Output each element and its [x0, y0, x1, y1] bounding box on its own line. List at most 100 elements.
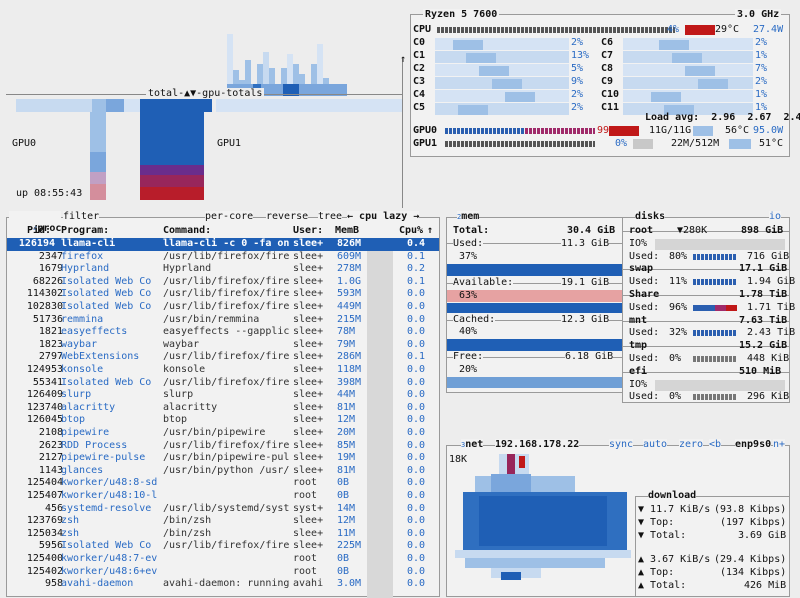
net-sync[interactable]: sync — [609, 439, 634, 451]
net-title[interactable]: net — [465, 439, 484, 450]
download-top: (197 Kibps) — [720, 517, 787, 528]
proc-row[interactable]: 5956 Isolated Web Co/usr/lib/firefox/fire… — [7, 540, 447, 553]
proc-row[interactable]: 125404 kworker/u48:8-sd root 0B 0.0 — [7, 477, 447, 490]
net-next-iface[interactable]: n+ — [773, 439, 786, 451]
proc-row[interactable]: 68226 Isolated Web Co/usr/lib/firefox/fir… — [7, 276, 447, 289]
proc-mem: 3.0M — [337, 578, 362, 590]
proc-row[interactable]: 55341 Isolated Web Co/usr/lib/firefox/fir… — [7, 377, 447, 390]
proc-title[interactable]: proc — [37, 223, 62, 234]
disk-io-graph — [655, 238, 785, 250]
proc-row[interactable]: 114302 Isolated Web Co/usr/lib/firefox/fi… — [7, 288, 447, 301]
proc-per-core[interactable]: per-core — [205, 211, 254, 223]
proc-row[interactable]: 2127 pipewire-pulse/usr/bin/pipewire-pul s… — [7, 452, 447, 465]
proc-panel: 4proc filter per-core reverse tree ← cpu… — [6, 211, 440, 598]
net-auto[interactable]: auto — [643, 439, 668, 451]
proc-user: slee+ — [293, 452, 324, 464]
proc-pid: 124953 — [26, 364, 63, 375]
mem-used-pct: 37% — [459, 251, 478, 262]
proc-row[interactable]: 125034 zsh/bin/zsh slee+ 11M 0.0 — [7, 528, 447, 541]
net-hotkey: 3 — [461, 441, 466, 449]
core-graph-fill — [651, 92, 681, 102]
disks-io-toggle[interactable]: io — [769, 211, 782, 223]
mem-avail: 19.1 GiB — [561, 277, 610, 289]
proc-row[interactable]: 958 avahi-daemon avahi-daemon: running avah… — [7, 578, 447, 591]
proc-row[interactable]: 1679 Hyprland Hyprland slee+ 278M 0.2 — [7, 263, 447, 276]
proc-row[interactable]: 1143 glances/usr/bin/python /usr/slee+ 81M… — [7, 465, 447, 478]
proc-row[interactable]: 124953 konsole konsole slee+ 118M 0.0 — [7, 364, 447, 377]
proc-cmd: /usr/lib/systemd/syst — [163, 502, 290, 514]
cpu-model: Ryzen 5 7600 — [423, 9, 500, 21]
proc-row[interactable]: 2347 firefox/usr/lib/firefox/fire slee+ 609… — [7, 251, 447, 264]
proc-cpu: 0.0 — [407, 376, 426, 388]
upload-rate-bits: (29.4 Kibps) — [714, 554, 787, 565]
proc-reverse[interactable]: reverse — [266, 211, 309, 223]
core-pct: 13% — [571, 50, 590, 61]
core-name: C4 — [413, 89, 426, 100]
proc-prog: Isolated Web Co — [61, 376, 152, 388]
proc-row[interactable]: 123740 alacritty alacritty slee+ 81M 0.0 — [7, 402, 447, 415]
proc-pid: 126045 — [26, 414, 63, 426]
net-zero[interactable]: zero — [679, 439, 704, 451]
sort-left-arrow[interactable]: ← — [347, 211, 360, 222]
disk-used-label: Used: — [629, 276, 660, 288]
proc-cpu: 0.0 — [407, 490, 426, 501]
disk-used: 1.94 GiB — [747, 276, 796, 288]
proc-pid: 125407 — [26, 490, 63, 501]
header-user[interactable]: User: — [293, 225, 324, 236]
proc-mem: 81M — [337, 464, 356, 476]
core-graph — [435, 103, 569, 115]
core-name: C6 — [601, 37, 614, 48]
core-graph-fill — [664, 105, 694, 115]
proc-row[interactable]: 2108 pipewire/usr/bin/pipewire slee+ 20M 0.0 — [7, 427, 447, 440]
header-command[interactable]: Command: — [163, 225, 212, 236]
mem-title[interactable]: mem — [461, 211, 480, 222]
proc-row[interactable]: 1821 easyeffects easyeffects --gapplic slee… — [7, 326, 447, 339]
header-pid[interactable]: Pid: — [27, 225, 52, 236]
disk-used-label: Used: — [629, 301, 660, 313]
gpu-totals-title[interactable]: total-▲▼-gpu-totals — [146, 88, 265, 100]
core-pct: 5% — [571, 63, 584, 74]
proc-sort[interactable]: cpu lazy — [359, 211, 408, 222]
disk-size: 7.63 TiB — [739, 314, 788, 326]
header-program[interactable]: Program: — [61, 225, 110, 236]
proc-mem: 118M — [337, 364, 362, 375]
proc-row[interactable]: 2797 WebExtensions/usr/lib/firefox/fire sl… — [7, 351, 447, 364]
proc-row[interactable]: 126045 btop btop slee+ 12M 0.0 — [7, 414, 447, 427]
proc-cpu: 0.0 — [407, 565, 426, 577]
core-pct: 2% — [755, 76, 768, 87]
disk-used-label: Used: — [629, 327, 660, 339]
proc-filter[interactable]: filter — [63, 211, 100, 223]
proc-row[interactable]: 123769 zsh/bin/zsh slee+ 12M 0.0 — [7, 515, 447, 528]
proc-mem: 79M — [337, 338, 356, 350]
proc-user: slee+ — [293, 414, 324, 426]
proc-row[interactable]: 126194 llama-cli llama-cli -c 0 -fa on slee… — [7, 238, 439, 251]
proc-row[interactable]: 102830 Isolated Web Co/usr/lib/firefox/fi… — [7, 301, 447, 314]
sort-right-arrow[interactable]: → — [407, 211, 420, 222]
proc-row[interactable]: 2623 RDD Process/usr/lib/firefox/fire slee… — [7, 440, 447, 453]
gpu1-util-pct: 0% — [615, 138, 628, 149]
proc-row[interactable]: 126409 slurp slurp slee+ 44M 0.0 — [7, 389, 447, 402]
proc-row[interactable]: 456 systemd-resolve/usr/lib/systemd/syst s… — [7, 503, 447, 516]
disk-used-pct: 0% — [669, 353, 682, 364]
core-pct: 2% — [571, 37, 584, 48]
proc-tree[interactable]: tree — [318, 211, 343, 223]
header-mem[interactable]: MemB — [335, 225, 360, 236]
proc-pid: 1823 — [38, 338, 63, 350]
disks-title[interactable]: disks — [635, 211, 666, 223]
cpu-gpu0-label: GPU0 — [413, 125, 438, 136]
download-title: download — [648, 490, 697, 502]
proc-row[interactable]: 125402 kworker/u48:6+ev root 0B 0.0 — [7, 566, 447, 579]
header-cpu[interactable]: Cpu% — [399, 225, 424, 236]
proc-row[interactable]: 51736 remmina/usr/bin/remmina slee+ 215M 0.0 — [7, 314, 447, 327]
proc-cpu: 0.0 — [407, 527, 426, 539]
proc-row[interactable]: 125407 kworker/u48:10-l root 0B 0.0 — [7, 490, 447, 503]
sort-direction-icon: ↑ — [427, 225, 434, 236]
proc-mem: 81M — [337, 401, 356, 413]
proc-row[interactable]: 125400 kworker/u48:7-ev root 0B 0.0 — [7, 553, 447, 566]
disk-name: swap — [629, 263, 654, 275]
proc-row[interactable]: 1823 waybar waybar slee+ 79M 0.0 — [7, 339, 447, 352]
proc-prog: zsh — [61, 527, 80, 539]
mem-cached-label: Cached: — [453, 314, 496, 326]
proc-mem: 286M — [337, 351, 362, 363]
net-prev-iface[interactable]: <b — [709, 439, 722, 451]
